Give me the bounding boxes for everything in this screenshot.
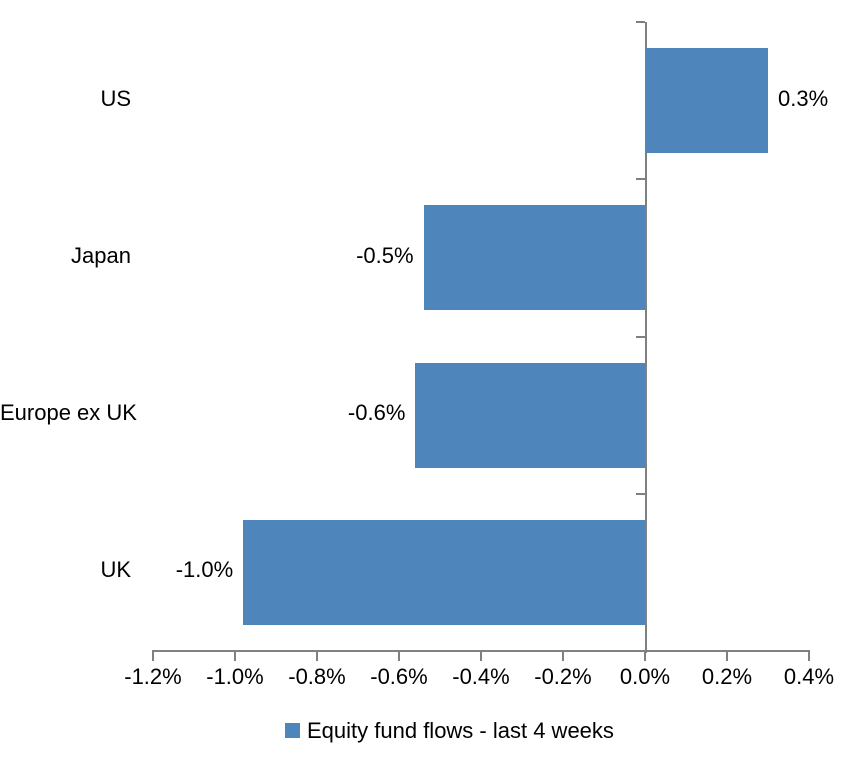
x-tick — [480, 652, 482, 661]
legend-swatch — [285, 723, 300, 738]
category-tick — [636, 650, 645, 652]
category-axis-line — [645, 22, 647, 653]
bar-value-label: -0.5% — [356, 242, 414, 268]
category-label: Japan — [71, 242, 131, 268]
category-tick — [636, 178, 645, 181]
category-label: US — [100, 85, 131, 111]
x-tick — [562, 652, 564, 661]
x-axis-line — [152, 650, 810, 652]
x-tick-label: -1.0% — [206, 664, 264, 689]
category-tick — [636, 492, 645, 495]
bar — [645, 48, 768, 154]
legend: Equity fund flows - last 4 weeks — [285, 717, 614, 744]
bar-value-label: -0.6% — [347, 400, 406, 426]
legend-label: Equity fund flows - last 4 weeks — [307, 718, 614, 743]
category-tick — [636, 335, 645, 338]
x-tick-label: -0.2% — [534, 664, 592, 689]
x-tick-label: -0.8% — [288, 664, 346, 689]
x-tick — [644, 652, 646, 661]
category-tick — [636, 21, 645, 23]
x-tick-label: 0.0% — [619, 664, 671, 689]
x-tick-label: -0.4% — [452, 664, 510, 689]
x-tick-label: 0.4% — [783, 664, 835, 689]
x-tick — [234, 652, 236, 661]
category-label: UK — [100, 557, 131, 583]
bar — [243, 519, 645, 625]
x-tick — [398, 652, 400, 661]
x-tick — [808, 652, 810, 661]
category-label: Europe ex UK — [0, 400, 137, 426]
x-tick — [726, 652, 728, 661]
bar-value-label: -1.0% — [175, 557, 234, 583]
x-tick — [316, 652, 318, 661]
bar-value-label: 0.3% — [778, 85, 829, 111]
bar — [423, 205, 645, 311]
x-tick-label: -0.6% — [370, 664, 428, 689]
x-tick-label: 0.2% — [701, 664, 753, 689]
x-tick-label: -1.2% — [124, 664, 182, 689]
x-tick — [152, 652, 154, 661]
bar — [415, 362, 645, 468]
